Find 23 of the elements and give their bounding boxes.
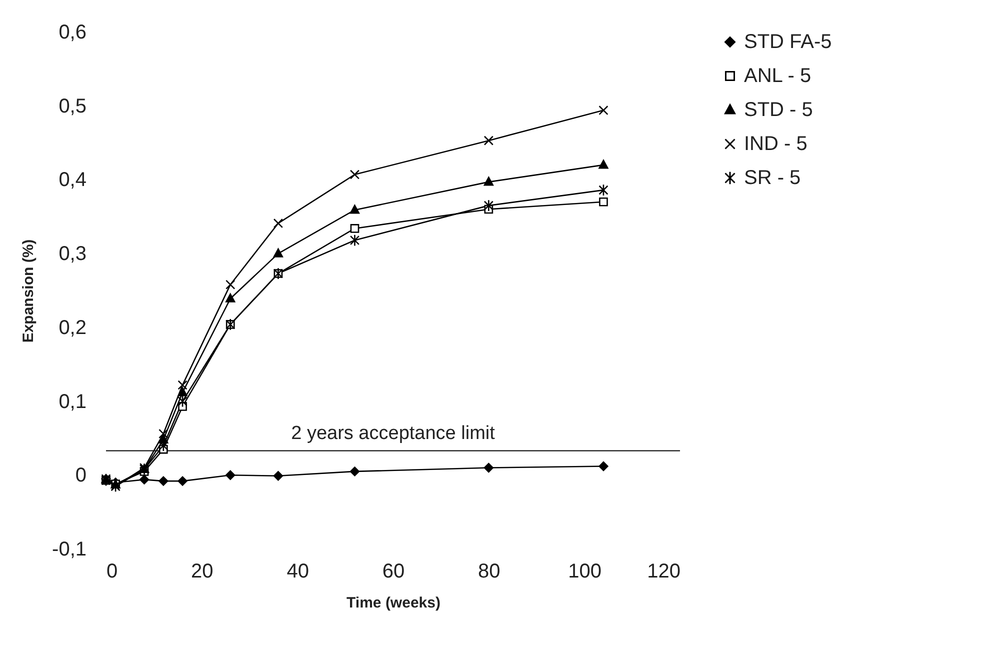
y-tick-label: 0,4 [58, 169, 86, 192]
y-tick-label: 0,1 [58, 390, 86, 413]
x-tick-label: 60 [382, 560, 405, 582]
x-axis-title: Time (weeks) [346, 594, 440, 612]
y-axis-title: Expansion (%) [20, 239, 38, 343]
x-tick-label: 40 [286, 560, 309, 582]
legend-label: ANL - 5 [744, 65, 812, 87]
legend-label: STD - 5 [744, 99, 813, 121]
x-tick-label: 0 [106, 560, 118, 582]
y-tick-label: 0,3 [58, 243, 86, 266]
y-tick-label: 0,6 [58, 22, 86, 44]
y-tick-label: 0 [75, 464, 86, 487]
x-tick-label: 20 [191, 560, 214, 582]
y-tick-label: 0,5 [58, 95, 86, 118]
x-tick-label: 80 [478, 560, 500, 582]
x-tick-label: 100 [568, 560, 602, 582]
y-tick-label: 0,2 [58, 316, 86, 339]
y-tick-label: -0,1 [52, 538, 86, 560]
legend-label: STD FA-5 [744, 31, 832, 53]
legend-label: SR - 5 [744, 167, 801, 189]
ref-line-label: 2 years acceptance limit [291, 422, 496, 444]
x-tick-label: 120 [647, 560, 680, 582]
legend-label: IND - 5 [744, 133, 808, 155]
